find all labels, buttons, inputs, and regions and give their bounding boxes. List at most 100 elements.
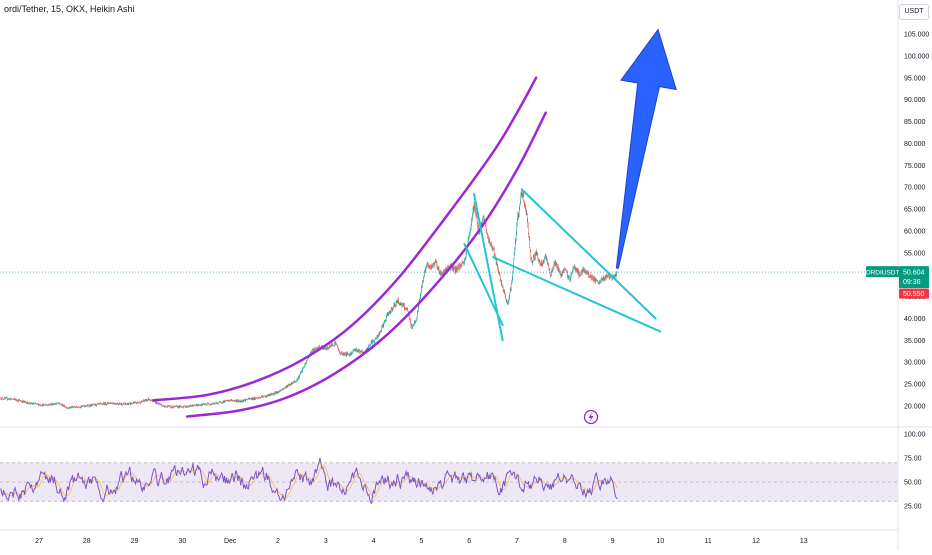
candle-body bbox=[401, 302, 402, 305]
candle-body bbox=[105, 402, 106, 405]
candle-body bbox=[538, 259, 539, 261]
candle-body bbox=[348, 353, 349, 355]
candle-body bbox=[406, 308, 408, 310]
candle-body bbox=[127, 404, 129, 405]
candle-body bbox=[41, 405, 42, 407]
candle-body bbox=[246, 399, 247, 400]
candle-body bbox=[607, 276, 608, 277]
price-tick-label: 55.000 bbox=[904, 250, 926, 257]
symbol-title[interactable]: ordi/Tether, 15, OKX, Heikin Ashi bbox=[4, 4, 135, 14]
candle-body bbox=[329, 344, 331, 347]
candle-body bbox=[336, 344, 338, 346]
candle-body bbox=[335, 341, 336, 344]
candle-body bbox=[178, 406, 179, 408]
candle-body bbox=[519, 205, 520, 210]
candle-body bbox=[220, 401, 221, 403]
candle-body bbox=[535, 253, 537, 256]
candle-body bbox=[454, 267, 455, 270]
candle-body bbox=[575, 266, 576, 271]
candle-body bbox=[251, 398, 252, 400]
candle-body bbox=[535, 253, 536, 258]
candle-body bbox=[347, 353, 349, 355]
candle-body bbox=[148, 398, 150, 400]
candle-body bbox=[368, 345, 370, 347]
candle-body bbox=[444, 269, 445, 271]
candle-body bbox=[612, 277, 613, 280]
candle-body bbox=[125, 403, 126, 404]
candle-body bbox=[344, 353, 346, 356]
candle-body bbox=[476, 214, 477, 217]
candle-body bbox=[53, 404, 55, 405]
candle-body bbox=[240, 400, 241, 403]
candle-body bbox=[48, 404, 50, 406]
candle-body bbox=[478, 225, 479, 233]
candle-body bbox=[428, 263, 429, 266]
candle-body bbox=[51, 403, 53, 405]
candle-body bbox=[255, 397, 257, 399]
candle-body bbox=[227, 400, 228, 402]
candle-body bbox=[150, 400, 152, 402]
candle-body bbox=[73, 407, 74, 408]
candle-body bbox=[587, 272, 588, 274]
candle-body bbox=[614, 274, 616, 276]
candle-body bbox=[403, 304, 404, 307]
candle-body bbox=[426, 265, 427, 268]
candle-body bbox=[496, 261, 497, 265]
price-tick-label: 20.000 bbox=[904, 404, 926, 411]
candle-body bbox=[485, 222, 486, 226]
candle-body bbox=[520, 195, 521, 202]
candle-body bbox=[122, 404, 124, 405]
candle-body bbox=[31, 402, 32, 404]
candle-body bbox=[188, 406, 189, 408]
candle-body bbox=[511, 281, 512, 284]
candle-body bbox=[350, 352, 351, 355]
candle-body bbox=[490, 244, 491, 246]
candle-body bbox=[77, 406, 79, 408]
candle-body bbox=[6, 397, 7, 399]
time-tick-label: 28 bbox=[83, 538, 91, 545]
candle-body bbox=[29, 403, 31, 405]
candle-body bbox=[386, 315, 387, 316]
candle-body bbox=[306, 360, 308, 362]
candle-body bbox=[316, 347, 317, 349]
candle-body bbox=[267, 395, 268, 397]
candle-body bbox=[29, 402, 30, 404]
candle-body bbox=[74, 406, 75, 408]
candle-body bbox=[226, 400, 228, 401]
candle-body bbox=[184, 405, 185, 407]
candle-body bbox=[537, 253, 539, 260]
candle-body bbox=[247, 398, 249, 400]
candle-body bbox=[342, 354, 344, 355]
candle-body bbox=[96, 403, 98, 405]
candle-body bbox=[265, 396, 267, 398]
candle-body bbox=[453, 266, 455, 268]
candle-body bbox=[412, 327, 413, 329]
candle-body bbox=[89, 405, 91, 407]
candle-body bbox=[291, 382, 292, 385]
candle-body bbox=[261, 395, 262, 397]
candle-body bbox=[390, 311, 391, 313]
candle-body bbox=[155, 401, 156, 404]
candle-body bbox=[502, 286, 504, 291]
candle-body bbox=[79, 406, 81, 408]
candle-body bbox=[138, 402, 140, 404]
candle-body bbox=[582, 269, 583, 273]
candle-body bbox=[582, 270, 584, 273]
candle-body bbox=[401, 304, 403, 306]
candle-body bbox=[299, 374, 301, 376]
candle-body bbox=[172, 405, 173, 408]
candle-body bbox=[455, 267, 457, 272]
candle-body bbox=[470, 229, 471, 231]
candle-body bbox=[323, 348, 324, 350]
candle-body bbox=[442, 273, 443, 276]
candle-body bbox=[146, 399, 148, 401]
currency-selector[interactable]: USDT bbox=[899, 4, 929, 20]
candle-body bbox=[525, 210, 527, 214]
candle-body bbox=[229, 399, 231, 402]
candle-body bbox=[361, 350, 363, 353]
candle-body bbox=[524, 203, 525, 207]
candle-body bbox=[75, 407, 76, 409]
candle-body bbox=[207, 403, 208, 405]
candle-body bbox=[595, 278, 597, 281]
candle-body bbox=[435, 260, 437, 262]
